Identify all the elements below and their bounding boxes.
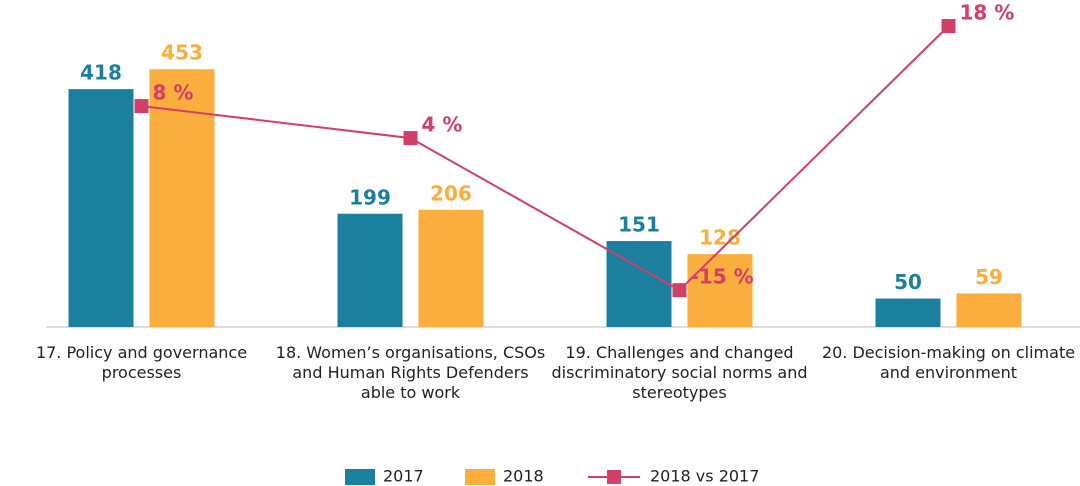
line-marker: [134, 99, 149, 114]
data-label: 8 %: [153, 81, 194, 105]
legend-label: 2017: [383, 467, 424, 486]
bar: [875, 298, 941, 327]
data-label: 418: [80, 61, 122, 85]
data-label: 151: [618, 213, 660, 237]
legend-swatch: [345, 469, 375, 485]
data-label: -15 %: [691, 265, 754, 289]
x-tick-label: 20. Decision-making on climate and envir…: [821, 343, 1076, 382]
line-marker: [672, 283, 687, 298]
x-tick-label: 18. Women’s organisations, CSOs and Huma…: [275, 343, 546, 402]
line-marker: [941, 19, 956, 34]
data-label: 128: [699, 226, 741, 250]
legend-marker: [607, 470, 621, 484]
legend-label: 2018: [503, 467, 544, 486]
bar: [149, 69, 215, 328]
line-marker: [403, 131, 418, 146]
data-label: 50: [894, 270, 922, 294]
bar: [956, 293, 1022, 327]
bar: [68, 89, 134, 328]
data-label: 4 %: [422, 113, 463, 137]
line: [141, 25, 950, 292]
data-label: 199: [349, 185, 391, 209]
legend-label: 2018 vs 2017: [650, 467, 759, 486]
data-label: 59: [975, 265, 1003, 289]
x-tick-label: 19. Challenges and changed discriminator…: [551, 343, 808, 402]
data-label: 453: [161, 41, 203, 65]
data-label: 18 %: [960, 1, 1015, 25]
bar: [418, 209, 484, 327]
bar: [687, 254, 753, 327]
x-tick-label: 17. Policy and governance processes: [35, 343, 248, 382]
legend-swatch: [465, 469, 495, 485]
data-label: 206: [430, 181, 472, 205]
bar: [337, 213, 403, 327]
